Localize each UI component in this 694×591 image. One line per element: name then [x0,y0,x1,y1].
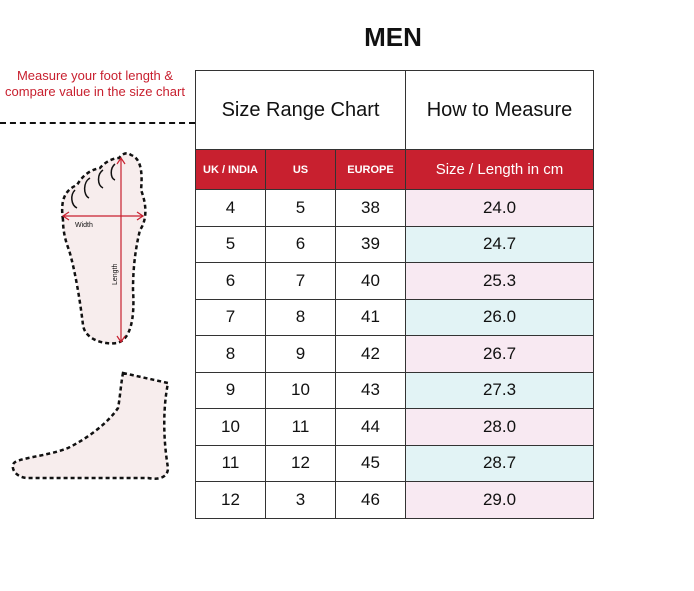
length-cm: 28.7 [405,444,594,482]
measure-note: Measure your foot length & compare value… [5,68,185,99]
uk-size: 8 [195,335,266,373]
size-range-header: Size Range Chart [195,70,406,150]
uk-size: 7 [195,298,266,336]
width-label: Width [75,222,93,229]
length-cm: 24.0 [405,189,594,227]
eu-size: 42 [335,335,406,373]
foot-top-view-icon: Width Length [60,152,147,345]
length-cm: 24.7 [405,225,594,263]
col-europe: EUROPE [335,149,406,190]
table-row: 4 5 38 24.0 [195,189,594,227]
table-row: 10 11 44 28.0 [195,408,594,446]
length-cm: 27.3 [405,371,594,409]
uk-size: 6 [195,262,266,300]
us-size: 12 [265,444,336,482]
eu-size: 41 [335,298,406,336]
us-size: 5 [265,189,336,227]
us-size: 9 [265,335,336,373]
col-us: US [265,149,336,190]
table-row: 5 6 39 24.7 [195,225,594,263]
length-cm: 29.0 [405,481,594,519]
foot-side-view-icon [11,371,170,480]
table-row: 8 9 42 26.7 [195,335,594,373]
size-table: Size Range Chart How to Measure UK / IND… [195,70,594,519]
us-size: 10 [265,371,336,409]
us-size: 6 [265,225,336,263]
how-to-measure-header: How to Measure [405,70,594,150]
eu-size: 40 [335,262,406,300]
eu-size: 43 [335,371,406,409]
length-label: Length [112,263,119,285]
uk-size: 12 [195,481,266,519]
uk-size: 11 [195,444,266,482]
eu-size: 45 [335,444,406,482]
table-row: 6 7 40 25.3 [195,262,594,300]
table-row: 12 3 46 29.0 [195,481,594,519]
eu-size: 38 [335,189,406,227]
us-size: 8 [265,298,336,336]
eu-size: 44 [335,408,406,446]
uk-size: 5 [195,225,266,263]
us-size: 3 [265,481,336,519]
table-row: 11 12 45 28.7 [195,444,594,482]
us-size: 11 [265,408,336,446]
eu-size: 46 [335,481,406,519]
length-cm: 25.3 [405,262,594,300]
us-size: 7 [265,262,336,300]
page-title: MEN [364,22,422,52]
col-uk-india: UK / INDIA [195,149,266,190]
length-cm: 28.0 [405,408,594,446]
col-length: Size / Length in cm [405,149,594,190]
uk-size: 9 [195,371,266,409]
table-row: 9 10 43 27.3 [195,371,594,409]
uk-size: 4 [195,189,266,227]
eu-size: 39 [335,225,406,263]
length-cm: 26.7 [405,335,594,373]
table-row: 7 8 41 26.0 [195,298,594,336]
dashed-divider [0,122,195,124]
uk-size: 10 [195,408,266,446]
length-cm: 26.0 [405,298,594,336]
